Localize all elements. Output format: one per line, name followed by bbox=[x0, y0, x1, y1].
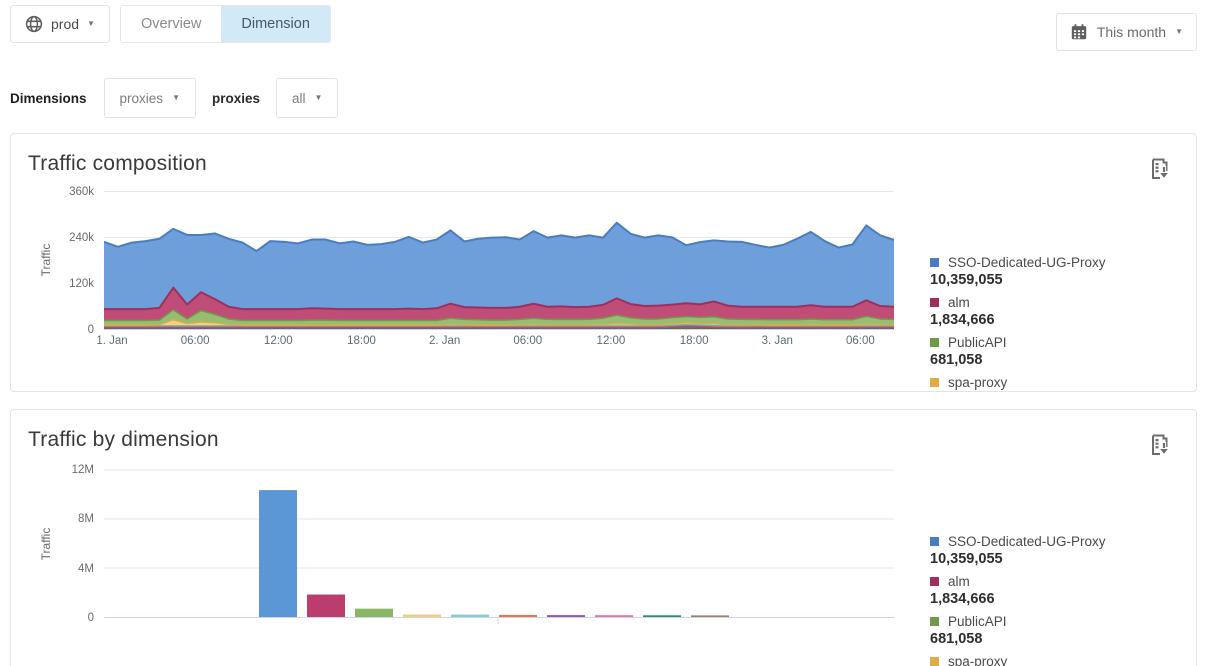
legend-name: PublicAPI bbox=[948, 334, 1007, 350]
dimension-filters: Dimensions proxies ▼ proxies all ▼ bbox=[10, 78, 1197, 118]
dimensions-label: Dimensions bbox=[10, 90, 87, 106]
dimension-select-value: proxies bbox=[119, 90, 164, 106]
chevron-down-icon: ▼ bbox=[1175, 27, 1183, 36]
date-range-label: This month bbox=[1096, 24, 1167, 40]
y-tick-label: 12M bbox=[71, 464, 94, 476]
y-tick-label: 360k bbox=[69, 185, 94, 198]
view-tabs: Overview Dimension bbox=[119, 5, 331, 43]
traffic-composition-area-chart[interactable] bbox=[104, 190, 894, 331]
date-range-selector[interactable]: This month ▼ bbox=[1055, 13, 1197, 51]
bar-PublicAPI[interactable] bbox=[355, 608, 393, 617]
legend-swatch-icon bbox=[930, 576, 939, 586]
bar-minty[interactable] bbox=[451, 614, 489, 617]
dimension-filter-select[interactable]: all ▼ bbox=[276, 78, 339, 118]
legend-item-SSO-Dedicated-UG-Proxy[interactable]: SSO-Dedicated-UG-Proxy bbox=[930, 531, 1180, 551]
environment-selector[interactable]: prod ▼ bbox=[10, 5, 110, 43]
chart-legend: SSO-Dedicated-UG-Proxy 10,359,055 alm 1,834… bbox=[930, 252, 1180, 391]
legend-value: 681,058 bbox=[930, 631, 983, 647]
x-tick-label: 18:00 bbox=[679, 335, 709, 347]
y-tick-label: 0 bbox=[87, 612, 94, 624]
traffic-by-dimension-card: Traffic by dimension Traffic 12M 8M 4M 0 SS… bbox=[10, 409, 1197, 666]
traffic-composition-card: Traffic composition Traffic 360k 240k 120k… bbox=[10, 133, 1197, 392]
legend-value: 1,834,666 bbox=[930, 312, 995, 328]
x-tick-label: 12:00 bbox=[596, 335, 626, 347]
chevron-down-icon: ▼ bbox=[172, 93, 180, 102]
legend-item-alm[interactable]: alm bbox=[930, 571, 1180, 591]
x-tick-label: 06:00 bbox=[180, 335, 210, 347]
legend-item-spa-proxy[interactable]: spa-proxy bbox=[930, 372, 1180, 391]
legend-name: alm bbox=[948, 573, 970, 589]
y-tick-label: 120k bbox=[69, 277, 94, 290]
legend-name: alm bbox=[948, 294, 970, 310]
top-bar: prod ▼ Overview Dimension This month ▼ bbox=[10, 5, 1197, 51]
bar-series-8[interactable] bbox=[595, 615, 633, 617]
legend-value: 681,058 bbox=[930, 352, 983, 368]
y-axis-title: Traffic bbox=[39, 527, 53, 561]
legend-item-PublicAPI[interactable]: PublicAPI bbox=[930, 611, 1180, 631]
x-axis-area-chart: 1. Jan 06:00 12:00 18:00 2. Jan 06:00 12:00 18:… bbox=[96, 331, 894, 349]
calendar-icon bbox=[1071, 24, 1087, 40]
legend-item-spa-proxy[interactable]: spa-proxy bbox=[930, 651, 1180, 666]
bar-series-10[interactable] bbox=[691, 615, 729, 617]
bar-series-7[interactable] bbox=[547, 615, 585, 617]
legend-item-alm[interactable]: alm bbox=[930, 292, 1180, 312]
tab-overview[interactable]: Overview bbox=[120, 6, 222, 42]
legend-swatch-icon bbox=[930, 377, 939, 387]
y-axis-title: Traffic bbox=[39, 243, 53, 277]
environment-label: prod bbox=[51, 16, 80, 32]
legend-swatch-icon bbox=[930, 536, 939, 546]
y-tick-label: 8M bbox=[78, 513, 94, 526]
legend-name: PublicAPI bbox=[948, 613, 1007, 629]
legend-item-PublicAPI[interactable]: PublicAPI bbox=[930, 332, 1180, 352]
x-tick-label: 2. Jan bbox=[428, 335, 461, 347]
bar-spa-proxy[interactable] bbox=[403, 614, 441, 617]
globe-icon bbox=[25, 15, 43, 33]
legend-swatch-icon bbox=[930, 257, 939, 267]
tab-dimension[interactable]: Dimension bbox=[221, 6, 330, 42]
export-report-icon[interactable] bbox=[1149, 433, 1171, 457]
y-axis-area-chart: Traffic 360k 240k 120k 0 bbox=[28, 186, 104, 336]
y-tick-label: 0 bbox=[87, 323, 94, 336]
export-report-icon[interactable] bbox=[1149, 157, 1171, 181]
chevron-down-icon: ▼ bbox=[314, 93, 323, 102]
dimension-filter-value: all bbox=[292, 90, 306, 106]
legend-name: SSO-Dedicated-UG-Proxy bbox=[948, 533, 1106, 549]
legend-name: SSO-Dedicated-UG-Proxy bbox=[948, 254, 1106, 270]
legend-name: spa-proxy bbox=[948, 653, 1008, 666]
x-tick-label: 12:00 bbox=[263, 335, 293, 347]
chevron-down-icon: ▼ bbox=[87, 19, 95, 28]
legend-swatch-icon bbox=[930, 297, 939, 307]
legend-value: 10,359,055 bbox=[930, 272, 1003, 288]
y-axis-bar-chart: Traffic 12M 8M 4M 0 bbox=[28, 464, 104, 624]
dimension-select[interactable]: proxies ▼ bbox=[103, 78, 196, 118]
card-title: Traffic composition bbox=[28, 152, 207, 175]
x-tick-label: 1. Jan bbox=[96, 335, 128, 347]
x-tick-label: 3. Jan bbox=[761, 335, 793, 347]
chart-legend: SSO-Dedicated-UG-Proxy 10,359,055 alm 1,834… bbox=[930, 531, 1180, 666]
legend-name: spa-proxy bbox=[948, 374, 1008, 390]
traffic-by-dimension-bar-chart[interactable] bbox=[104, 469, 894, 625]
legend-item-SSO-Dedicated-UG-Proxy[interactable]: SSO-Dedicated-UG-Proxy bbox=[930, 252, 1180, 272]
legend-swatch-icon bbox=[930, 616, 939, 626]
y-tick-label: 4M bbox=[78, 562, 94, 575]
y-tick-label: 240k bbox=[69, 231, 94, 244]
card-title: Traffic by dimension bbox=[28, 428, 219, 451]
legend-value: 1,834,666 bbox=[930, 591, 995, 607]
bar-alm[interactable] bbox=[307, 594, 345, 617]
legend-swatch-icon bbox=[930, 656, 939, 666]
x-tick-label: 06:00 bbox=[846, 335, 875, 347]
legend-value: 10,359,055 bbox=[930, 551, 1003, 567]
x-tick-label: 06:00 bbox=[513, 335, 543, 347]
bar-SSO-Dedicated-UG-Proxy[interactable] bbox=[259, 490, 297, 617]
dimension-name-label: proxies bbox=[211, 90, 261, 106]
x-tick-label: 18:00 bbox=[347, 335, 376, 347]
bar-series-9[interactable] bbox=[643, 615, 681, 617]
legend-swatch-icon bbox=[930, 337, 939, 347]
bar-series-6[interactable] bbox=[499, 614, 537, 617]
